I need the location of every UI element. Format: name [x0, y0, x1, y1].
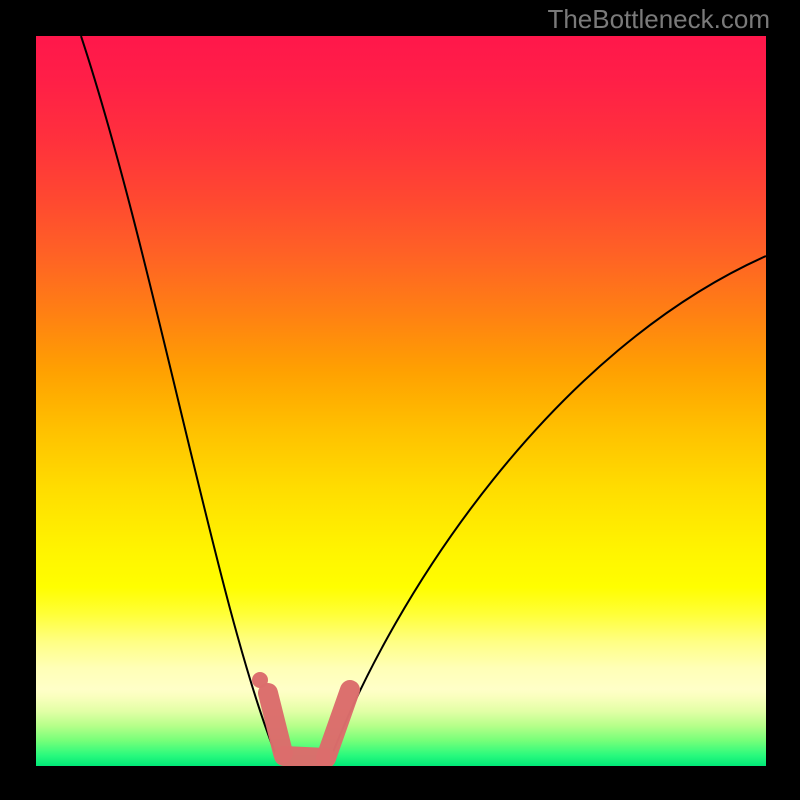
- gradient-plot-area: [36, 36, 766, 766]
- chart-container: TheBottleneck.com: [0, 0, 800, 800]
- watermark-text: TheBottleneck.com: [547, 4, 770, 35]
- bottleneck-chart: [0, 0, 800, 800]
